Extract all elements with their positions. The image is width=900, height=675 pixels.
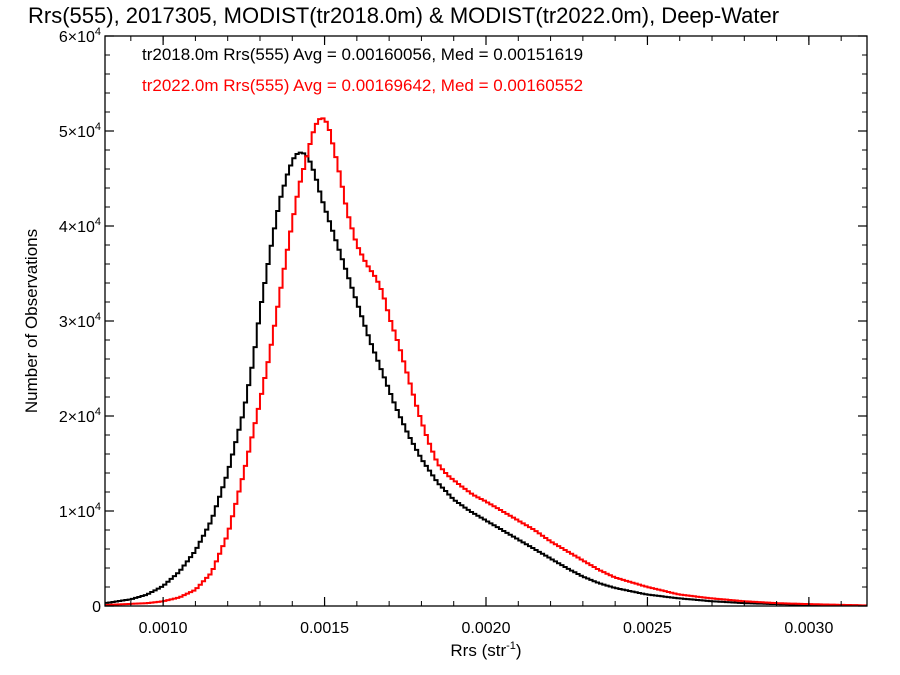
x-axis-label-sup: -1: [506, 640, 516, 652]
y-axis-label: Number of Observations: [22, 229, 41, 413]
y-tick-label: 6×104: [59, 26, 101, 46]
y-tick-label: 3×104: [59, 311, 101, 331]
y-tick-label: 4×104: [59, 216, 101, 236]
chart-title: Rrs(555), 2017305, MODIST(tr2018.0m) & M…: [28, 3, 779, 28]
y-tick-label: 5×104: [59, 121, 101, 141]
y-tick-label: 2×104: [59, 406, 101, 426]
annotation-red: tr2022.0m Rrs(555) Avg = 0.00169642, Med…: [142, 76, 583, 95]
x-axis-label-end: ): [516, 641, 522, 660]
x-axis-label: Rrs (str-1): [450, 640, 521, 660]
y-tick-label: 0: [92, 599, 101, 616]
x-tick-label: 0.0010: [139, 620, 188, 637]
series-tr2018-line: [105, 151, 867, 607]
annotation-black: tr2018.0m Rrs(555) Avg = 0.00160056, Med…: [142, 45, 583, 64]
series-tr2022-line: [105, 117, 867, 607]
y-tick-label: 1×104: [59, 501, 101, 521]
x-tick-label: 0.0030: [784, 620, 833, 637]
x-tick-label: 0.0025: [623, 620, 672, 637]
x-tick-label: 0.0020: [462, 620, 511, 637]
x-axis-label-main: Rrs (str: [450, 641, 506, 660]
x-tick-label: 0.0015: [300, 620, 349, 637]
